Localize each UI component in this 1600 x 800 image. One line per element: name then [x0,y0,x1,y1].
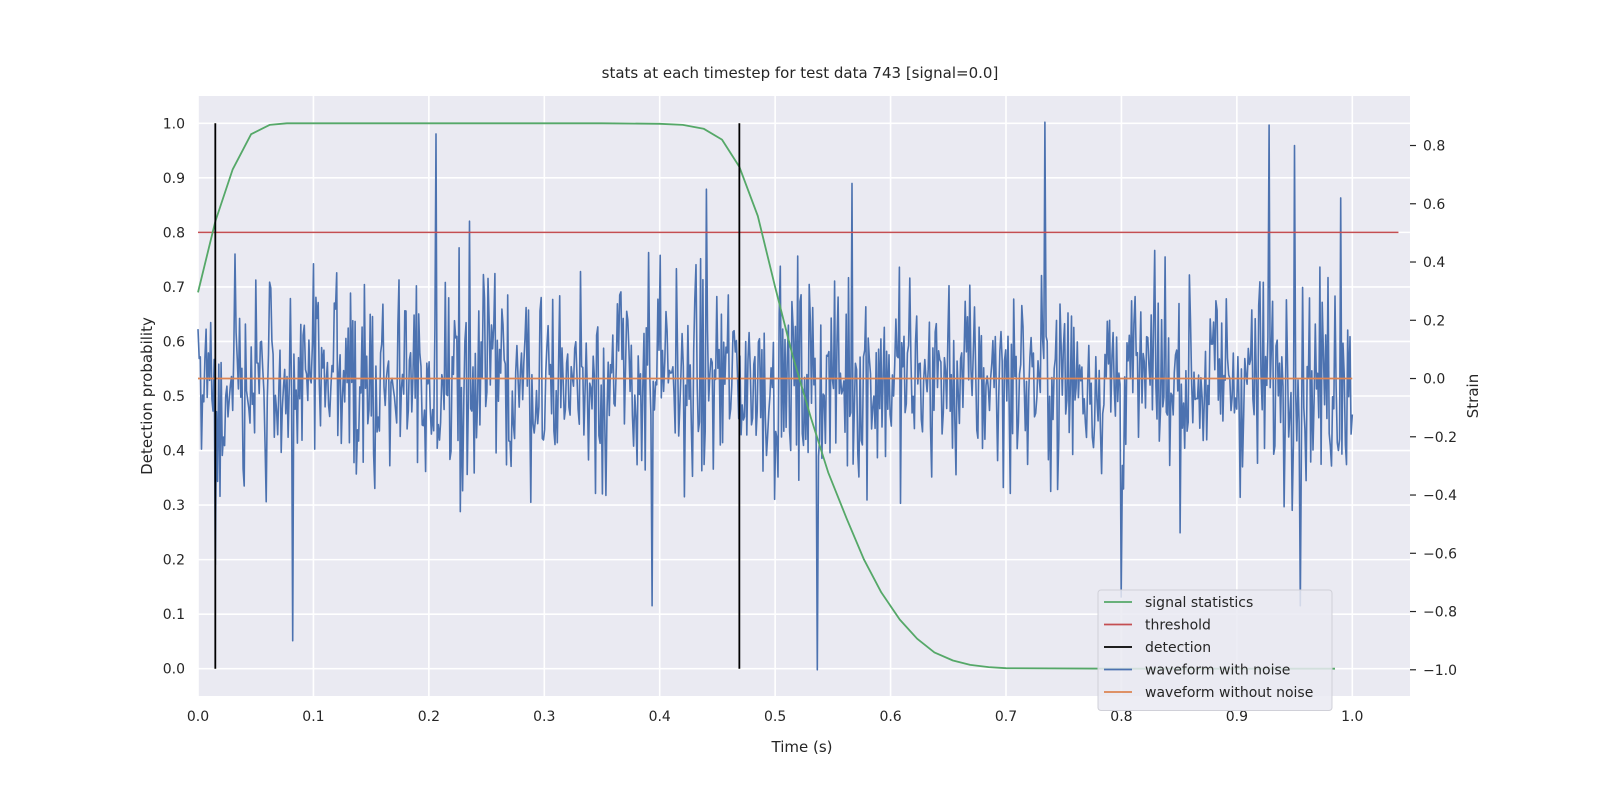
y-tick-label-left: 0.5 [163,389,185,405]
y-tick-label-left: 0.0 [163,662,185,678]
x-tick-label: 0.1 [302,709,324,725]
y-axis-label-left: Detection probability [138,317,156,475]
legend-label-waveform-with-noise: waveform with noise [1145,663,1290,679]
y-axis-label-right: Strain [1464,374,1482,418]
x-tick-label: 1.0 [1341,709,1363,725]
y-tick-label-right: −0.4 [1423,488,1457,504]
legend-label-threshold: threshold [1145,618,1211,634]
y-tick-label-left: 0.6 [163,334,185,350]
y-tick-label-right: −1.0 [1423,663,1457,679]
x-tick-label: 0.5 [764,709,786,725]
y-tick-label-left: 0.3 [163,498,185,514]
y-tick-label-right: 0.0 [1423,372,1445,388]
y-tick-label-left: 0.1 [163,607,185,623]
legend-label-detection: detection [1145,640,1211,656]
x-tick-label: 0.0 [187,709,209,725]
series-waveform-with-noise [197,121,1354,671]
legend-label-signal-statistics: signal statistics [1145,595,1253,611]
x-axis-label: Time (s) [771,738,833,756]
y-tick-label-right: 0.6 [1423,197,1445,213]
series-group [197,121,1399,671]
y-tick-label-left: 0.2 [163,553,185,569]
series-signal-statistics [197,122,1335,670]
legend-label-waveform-without-noise: waveform without noise [1145,685,1313,701]
x-tick-label: 0.9 [1226,709,1248,725]
legend-box [1097,589,1333,711]
axes-group: 0.0 0.1 0.2 0.3 0.4 0.5 0.6 0.7 0.8 0.9 1.0 0.0 0.1 0… [163,116,1457,725]
x-tick-label: 0.8 [1110,709,1132,725]
y-tick-label-left: 1.0 [163,116,185,132]
x-tick-label: 0.2 [418,709,440,725]
y-tick-label-left: 0.7 [163,280,185,296]
chart-title: stats at each timestep for test data 743… [602,64,999,82]
y-tick-label-right: −0.2 [1423,430,1457,446]
x-tick-label: 0.3 [533,709,555,725]
y-tick-label-left: 0.4 [163,444,185,460]
y-tick-label-right: 0.2 [1423,313,1445,329]
x-tick-label: 0.6 [879,709,901,725]
y-tick-label-right: 0.8 [1423,139,1445,155]
y-tick-label-left: 0.8 [163,225,185,241]
y-tick-label-right: 0.4 [1423,255,1445,271]
y-tick-label-right: −0.8 [1423,605,1457,621]
y-tick-label-left: 0.9 [163,171,185,187]
x-tick-label: 0.7 [995,709,1017,725]
legend: signal statistics threshold detection wavef… [1097,589,1333,711]
x-tick-label: 0.4 [649,709,671,725]
y-tick-label-right: −0.6 [1423,546,1457,562]
